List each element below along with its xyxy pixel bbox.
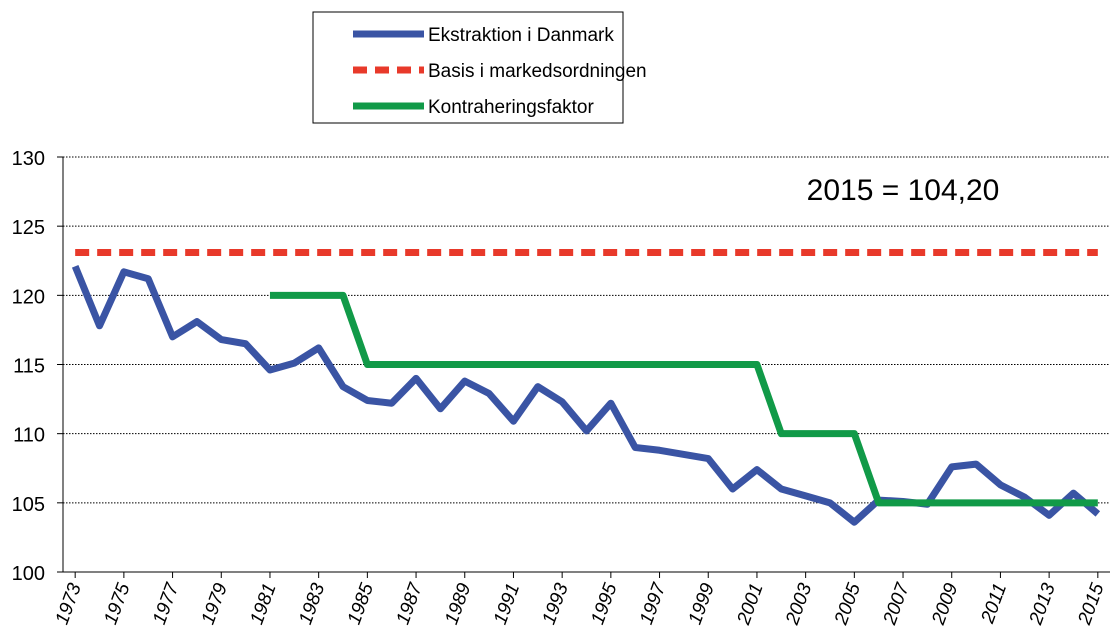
x-tick-label: 2013 (1025, 580, 1060, 628)
y-tick-label: 115 (13, 356, 45, 378)
y-tick-label: 105 (12, 494, 45, 516)
x-tick-label: 1995 (587, 580, 621, 627)
y-tick-label: 130 (12, 148, 45, 170)
x-tick-label: 2005 (830, 580, 865, 628)
x-tick-label: 1983 (295, 580, 329, 627)
x-tick-label: 1999 (685, 580, 719, 627)
x-tick-label: 1981 (246, 581, 280, 628)
y-tick-label: 120 (12, 286, 45, 308)
annotation: 2015 = 104,20 (807, 174, 1000, 207)
y-tick-label: 100 (12, 563, 45, 585)
x-tick-label: 1973 (52, 580, 86, 627)
y-tick-label: 110 (13, 425, 45, 447)
legend-label: Kontraheringsfaktor (428, 97, 594, 118)
x-tick-label: 1993 (539, 580, 573, 627)
x-tick-label: 1975 (100, 580, 134, 627)
series-line (269, 291, 1098, 507)
x-tick-label: 1989 (441, 580, 475, 627)
x-tick-label: 2007 (879, 579, 914, 628)
y-tick-label: 125 (12, 217, 45, 239)
legend-label: Ekstraktion i Danmark (428, 25, 614, 46)
x-tick-label: 1991 (490, 581, 524, 628)
x-tick-label: 2015 (1074, 580, 1109, 628)
x-tick-label: 1979 (198, 580, 232, 627)
x-tick-label: 2003 (782, 580, 817, 628)
x-tick-label: 2011 (977, 581, 1011, 628)
series-line (71, 264, 1101, 526)
x-tick-label: 2009 (928, 580, 963, 628)
legend-label: Basis i markedsordningen (428, 61, 647, 82)
x-tick-label: 1977 (149, 579, 184, 627)
x-tick-label: 1997 (636, 579, 671, 627)
x-tick-label: 1985 (344, 580, 378, 627)
x-tick-label: 2001 (733, 581, 768, 629)
x-tick-label: 1987 (393, 579, 428, 627)
